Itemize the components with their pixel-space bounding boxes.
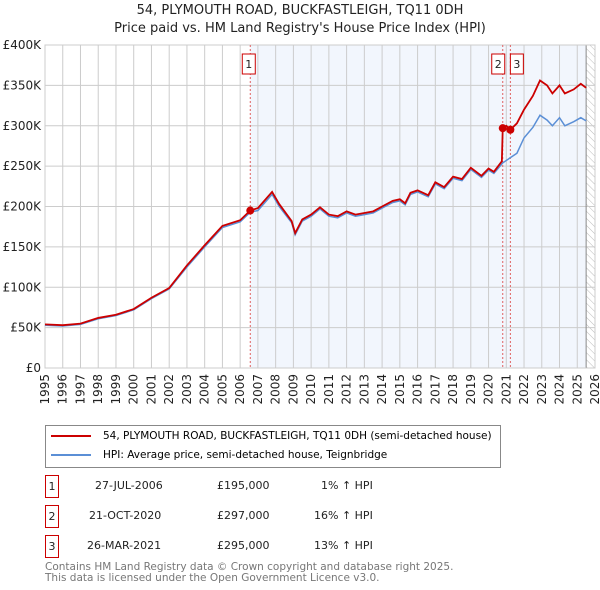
x-tick-label: 2017 <box>428 374 442 405</box>
sale-point <box>506 125 515 134</box>
x-tick-label: 1998 <box>91 374 105 405</box>
x-tick-label: 1999 <box>109 374 123 405</box>
x-tick-label: 2016 <box>411 374 425 405</box>
y-tick-label: £150K <box>3 240 43 254</box>
legend: 54, PLYMOUTH ROAD, BUCKFASTLEIGH, TQ11 0… <box>45 425 501 468</box>
sale-date: 27-JUL-2006 <box>95 479 163 492</box>
footer: Contains HM Land Registry data © Crown c… <box>45 562 453 584</box>
sale-point <box>246 206 255 215</box>
sale-price: £195,000 <box>217 479 270 492</box>
x-tick-label: 2022 <box>517 374 531 405</box>
sale-flag <box>241 53 256 75</box>
legend-item-hpi: HPI: Average price, semi-detached house,… <box>51 449 387 461</box>
x-tick-label: 1997 <box>73 374 87 405</box>
plot-border <box>44 44 596 369</box>
x-tick-label: 2003 <box>180 374 194 405</box>
x-tick-label: 2000 <box>127 374 141 405</box>
sale-flag-label: 3 <box>513 58 520 71</box>
footer-licence: This data is licensed under the Open Gov… <box>45 572 380 584</box>
footer-copyright: Contains HM Land Registry data © Crown c… <box>45 561 454 573</box>
x-tick-label: 1995 <box>38 374 52 405</box>
y-tick-label: £200K <box>3 200 43 214</box>
sale-hpi: 1% ↑ HPI <box>321 479 373 492</box>
x-tick-label: 2024 <box>553 374 567 405</box>
x-tick-label: 2004 <box>198 374 212 405</box>
x-tick-label: 2005 <box>215 374 229 405</box>
y-tick-label: £300K <box>3 119 43 133</box>
property-price-line <box>44 79 587 327</box>
sale-badge: 3 <box>45 535 59 558</box>
x-tick-label: 1996 <box>56 374 70 405</box>
x-tick-label: 2008 <box>269 374 283 405</box>
sale-flag-label: 2 <box>495 58 502 71</box>
y-tick-label: £100K <box>3 280 43 294</box>
x-tick-label: 2012 <box>340 374 354 405</box>
sale-date: 21-OCT-2020 <box>89 509 162 522</box>
y-tick-label: £400K <box>3 38 43 52</box>
sale-flag <box>491 53 506 75</box>
x-tick-label: 2013 <box>357 374 371 405</box>
x-tick-label: 2026 <box>588 374 600 405</box>
price-chart: £0 £50K £100K £150K £200K £250K £300K £350K £400… <box>3 38 600 405</box>
legend-swatch-red <box>51 435 91 437</box>
legend-label: HPI: Average price, semi-detached house,… <box>103 449 388 461</box>
x-tick-label: 2007 <box>251 374 265 405</box>
hpi-line <box>44 114 587 327</box>
chart-title: 54, PLYMOUTH ROAD, BUCKFASTLEIGH, TQ11 0… <box>136 3 464 18</box>
x-tick-label: 2002 <box>162 374 176 405</box>
sale-price: £297,000 <box>217 509 270 522</box>
y-tick-label: £250K <box>3 159 43 173</box>
legend-item-property: 54, PLYMOUTH ROAD, BUCKFASTLEIGH, TQ11 0… <box>51 430 492 442</box>
sale-badge: 2 <box>45 505 59 528</box>
legend-label: 54, PLYMOUTH ROAD, BUCKFASTLEIGH, TQ11 0… <box>103 430 492 442</box>
x-tick-label: 2020 <box>482 374 496 405</box>
x-tick-label: 2019 <box>464 374 478 405</box>
y-tick-label: £0 <box>26 361 41 375</box>
sale-badge: 1 <box>45 475 59 498</box>
sale-date: 26-MAR-2021 <box>87 539 162 552</box>
sale-point <box>498 124 507 133</box>
x-tick-label: 2010 <box>304 374 318 405</box>
x-tick-label: 2001 <box>144 374 158 405</box>
sale-hpi: 13% ↑ HPI <box>314 539 373 552</box>
x-tick-label: 2021 <box>499 374 513 405</box>
y-tick-label: £350K <box>3 78 43 92</box>
x-tick-label: 2025 <box>570 374 584 405</box>
sale-price: £295,000 <box>217 539 270 552</box>
x-tick-label: 2011 <box>322 374 336 405</box>
chart-subtitle: Price paid vs. HM Land Registry's House … <box>114 21 486 36</box>
sale-flag-label: 1 <box>245 58 252 71</box>
x-tick-label: 2023 <box>535 374 549 405</box>
x-tick-label: 2018 <box>446 374 460 405</box>
y-tick-label: £50K <box>10 321 42 335</box>
sale-flag <box>509 53 524 75</box>
x-tick-label: 2009 <box>286 374 300 405</box>
x-tick-label: 2014 <box>375 374 389 405</box>
x-tick-label: 2006 <box>233 374 247 405</box>
x-tick-label: 2015 <box>393 374 407 405</box>
legend-swatch-blue <box>51 454 91 456</box>
sale-hpi: 16% ↑ HPI <box>314 509 373 522</box>
